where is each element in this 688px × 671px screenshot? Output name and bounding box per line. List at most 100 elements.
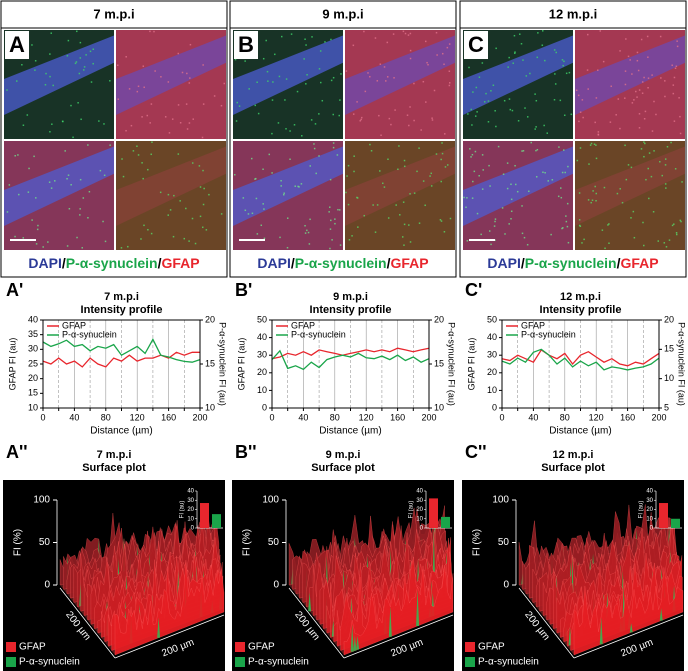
speckle — [173, 194, 175, 197]
y-tick-label: 10 — [28, 402, 38, 412]
speckle — [150, 232, 153, 235]
z-tick-label: 100 — [33, 495, 50, 506]
speckle — [646, 35, 649, 38]
y-tick-label: 40 — [28, 314, 38, 324]
legend-label: P-α-synuclein — [521, 329, 576, 339]
speckle — [353, 170, 355, 173]
speckle — [582, 116, 584, 119]
speckle — [435, 31, 438, 34]
speckle — [514, 164, 516, 167]
speckle — [563, 114, 566, 117]
speckle — [390, 123, 392, 126]
speckle — [664, 158, 667, 160]
y-tick-label: 20 — [257, 367, 267, 377]
speckle — [289, 158, 291, 161]
speckle — [441, 52, 444, 55]
y-tick-label: 25 — [28, 358, 38, 368]
speckle — [220, 104, 223, 107]
panel-header: 7 m.p.i — [93, 6, 134, 21]
speckle — [117, 98, 120, 100]
speckle — [526, 243, 529, 246]
speckle — [586, 33, 589, 36]
x-axis-label: Distance (µm) — [319, 426, 381, 437]
speckle — [369, 143, 371, 146]
chart-title: 7 m.p.i — [104, 291, 139, 303]
speckle — [402, 30, 405, 33]
speckle — [8, 184, 11, 186]
speckle — [345, 191, 347, 194]
y-tick-label: 0 — [262, 402, 267, 412]
legend-swatch — [6, 657, 16, 667]
speckle — [665, 246, 668, 248]
cell-layer — [4, 146, 114, 227]
speckle — [87, 144, 89, 146]
speckle — [501, 207, 504, 209]
speckle — [550, 233, 552, 236]
speckle — [271, 132, 273, 135]
speckle — [66, 245, 69, 247]
speckle — [408, 124, 410, 127]
stain-name: / — [62, 255, 66, 271]
speckle — [476, 212, 479, 215]
speckle — [508, 56, 510, 59]
speckle — [286, 217, 289, 219]
panel-letter-box — [5, 31, 29, 59]
x-tick-label: 200 — [651, 412, 666, 422]
speckle — [318, 68, 321, 70]
speckle — [488, 230, 491, 232]
speckle — [630, 166, 633, 169]
x-tick-label: 160 — [620, 412, 635, 422]
speckle — [79, 41, 82, 44]
speckle — [436, 54, 438, 56]
y2-axis-label: P-α-synuclein FI (au) — [447, 322, 457, 406]
speckle — [293, 124, 296, 126]
speckle — [332, 113, 334, 116]
legend-label: GFAP — [291, 320, 315, 330]
speckle — [642, 221, 644, 224]
speckle — [427, 63, 429, 66]
speckle — [186, 128, 189, 130]
speckle — [578, 192, 581, 194]
z-axis-label: FI (%) — [472, 529, 483, 556]
legend-label: GFAP — [19, 642, 46, 653]
legend-label: P-α-synuclein — [19, 657, 80, 668]
speckle — [321, 99, 324, 102]
y-tick-label: 10 — [257, 385, 267, 395]
speckle — [77, 102, 79, 104]
speckle — [528, 190, 530, 193]
speckle — [508, 223, 510, 225]
speckle — [103, 174, 106, 177]
cell-layer — [345, 35, 455, 116]
speckle — [28, 167, 30, 170]
speckle — [308, 243, 311, 245]
x-axis-label: Distance (µm) — [549, 426, 611, 437]
speckle — [566, 202, 569, 205]
speckle — [578, 224, 581, 227]
speckle — [630, 217, 632, 219]
speckle — [536, 148, 539, 151]
y2-tick-label: 20 — [434, 314, 444, 324]
speckle — [638, 113, 641, 115]
panel-header: 12 m.p.i — [549, 6, 597, 21]
speckle — [647, 77, 650, 79]
speckle — [285, 78, 288, 80]
speckle — [330, 79, 333, 82]
speckle — [305, 44, 307, 46]
y2-axis-label: P-α-synuclein FI (au) — [218, 322, 228, 406]
speckle — [238, 105, 241, 107]
speckle — [167, 214, 169, 216]
speckle — [490, 90, 492, 92]
panel-header: 9 m.p.i — [322, 6, 363, 21]
speckle — [426, 61, 428, 64]
speckle — [109, 80, 111, 82]
speckle — [201, 136, 204, 139]
speckle — [76, 236, 78, 239]
speckle — [624, 70, 627, 72]
stain-legend: DAPI/P-α-synuclein/GFAP — [257, 255, 428, 271]
speckle — [526, 116, 529, 118]
speckle — [319, 50, 322, 52]
speckle — [678, 97, 680, 99]
speckle — [590, 201, 592, 204]
speckle — [644, 110, 647, 113]
